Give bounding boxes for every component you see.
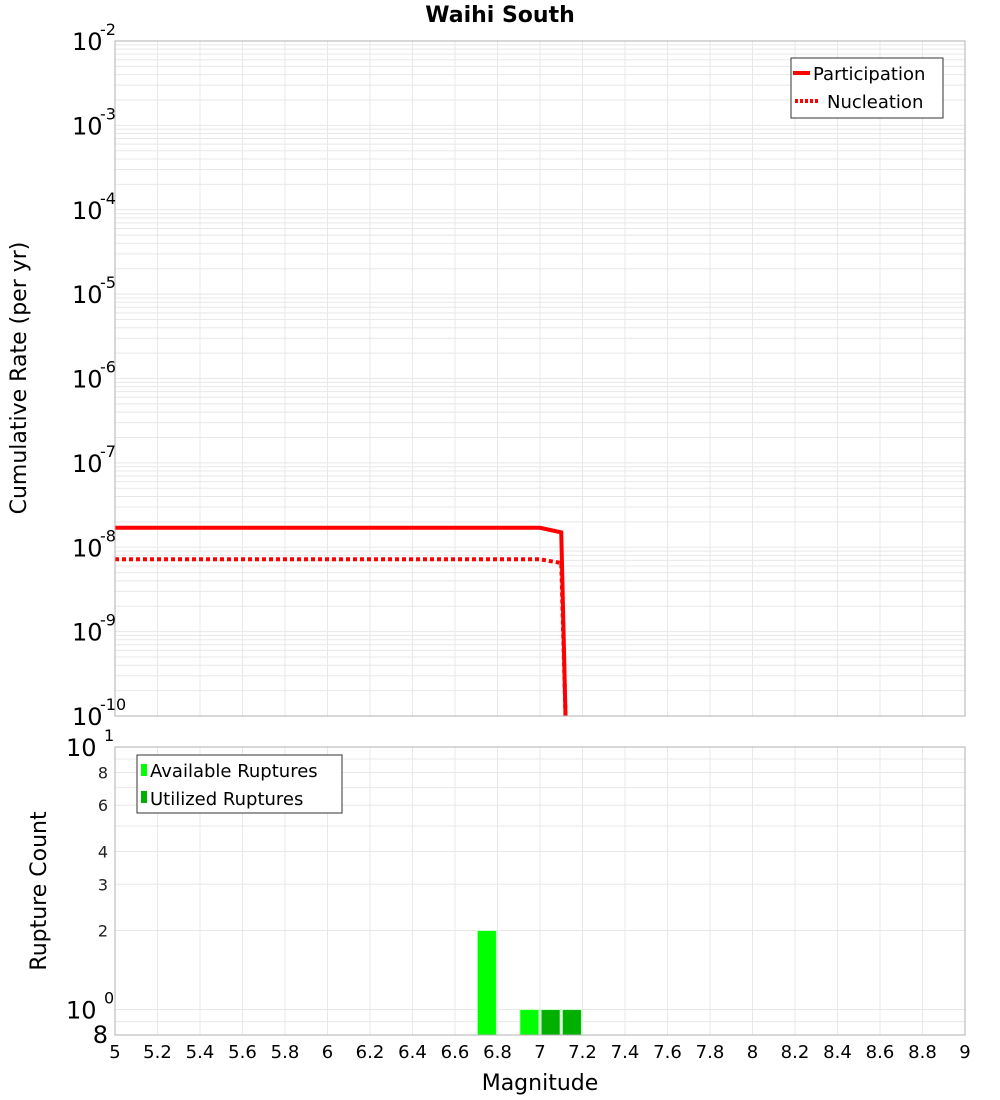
legend-participation: Participation: [813, 64, 925, 85]
y-tick-label: 10: [66, 734, 97, 762]
bottom-plot-frame: [114, 746, 966, 1036]
y-tick-exponent: -7: [100, 442, 116, 461]
top-grid: [114, 41, 966, 717]
legend-nucleation: Nucleation: [827, 92, 923, 113]
y-tick-exponent: -5: [100, 273, 116, 292]
available-legend-swatch: [141, 764, 147, 776]
y-tick-label: 10: [72, 281, 103, 309]
top-plot-frame: [114, 40, 966, 717]
top-series: [115, 525, 568, 717]
x-tick-label: 6: [322, 1042, 333, 1063]
x-tick-label: 9: [959, 1042, 970, 1063]
top-legend: Participation Nucleation: [790, 57, 944, 119]
y-tick-exponent: -10: [100, 695, 126, 714]
x-tick-label: 7: [534, 1042, 545, 1063]
y-tick-exponent: -6: [100, 358, 116, 377]
x-tick-label: 6.4: [398, 1042, 427, 1063]
x-tick-label: 7.6: [653, 1042, 682, 1063]
x-tick-label: 6.6: [441, 1042, 470, 1063]
y-tick-label: 10: [72, 534, 103, 562]
x-tick-label: 6.2: [356, 1042, 385, 1063]
x-tick-label: 7.4: [611, 1042, 640, 1063]
y-tick-label: 10: [66, 997, 97, 1025]
top-y-axis-ticks: 10-210-310-410-510-610-710-810-910-10: [72, 20, 126, 731]
y-tick-label: 10: [72, 703, 103, 731]
y-tick-exponent: -4: [100, 189, 116, 208]
bar-utilized-ruptures: [561, 1009, 582, 1036]
x-tick-label: 5: [109, 1042, 120, 1063]
chart-title: Waihi South: [425, 3, 575, 28]
y-tick-label: 10: [72, 450, 103, 478]
bar-utilized-ruptures: [540, 1009, 561, 1036]
x-axis-ticks: 5 5.2 5.4 5.6 5.8 6 6.2 6.4 6.6 6.8 7 7.2 7.4 7.6 7.8 8…: [109, 1042, 970, 1063]
y-tick-label: 3: [98, 875, 108, 894]
y-tick-label: 10: [72, 619, 103, 647]
y-tick-label: 10: [72, 366, 103, 394]
y-tick-exponent: -2: [100, 20, 116, 39]
bottom-y-axis-label: Rupture Count: [27, 811, 52, 971]
x-tick-label: 6.8: [483, 1042, 512, 1063]
y-tick-exponent: -8: [100, 526, 116, 545]
y-tick-label: 10: [72, 28, 103, 56]
x-tick-label: 8: [747, 1042, 758, 1063]
x-tick-label: 5.6: [228, 1042, 257, 1063]
x-tick-label: 7.8: [696, 1042, 725, 1063]
x-tick-label: 8.8: [908, 1042, 937, 1063]
y-tick-exponent: -3: [100, 104, 116, 123]
participation-line: [115, 525, 568, 717]
bottom-bars: [476, 930, 582, 1036]
nucleation-line: [115, 557, 568, 717]
x-tick-label: 5.4: [186, 1042, 215, 1063]
x-axis-label: Magnitude: [482, 1071, 599, 1096]
y-tick-label: 8: [93, 1021, 108, 1049]
x-tick-label: 8.2: [781, 1042, 810, 1063]
x-tick-label: 5.2: [143, 1042, 172, 1063]
y-tick-label: 4: [98, 842, 108, 861]
bar-available-ruptures: [519, 1009, 540, 1036]
y-tick-label: 10: [72, 197, 103, 225]
x-tick-label: 5.8: [271, 1042, 300, 1063]
y-tick-label: 10: [72, 112, 103, 140]
bottom-legend: Available Ruptures Utilized Ruptures: [136, 754, 343, 814]
cumulative-rate-plot: 10-210-310-410-510-610-710-810-910-10 Cu…: [7, 20, 966, 731]
y-tick-label: 6: [98, 796, 108, 815]
bar-available-ruptures: [476, 930, 497, 1036]
legend-available: Available Ruptures: [150, 761, 318, 782]
legend-utilized: Utilized Ruptures: [150, 789, 303, 810]
x-tick-label: 8.4: [823, 1042, 852, 1063]
y-tick-exponent: 1: [104, 726, 114, 745]
y-tick-exponent: 0: [104, 989, 114, 1008]
y-tick-label: 2: [98, 922, 108, 941]
x-tick-label: 8.6: [866, 1042, 895, 1063]
x-tick-label: 7.2: [568, 1042, 597, 1063]
y-tick-label: 8: [98, 763, 108, 782]
y-tick-exponent: -9: [100, 611, 116, 630]
utilized-legend-swatch: [141, 791, 147, 803]
top-y-axis-label: Cumulative Rate (per yr): [7, 242, 32, 515]
